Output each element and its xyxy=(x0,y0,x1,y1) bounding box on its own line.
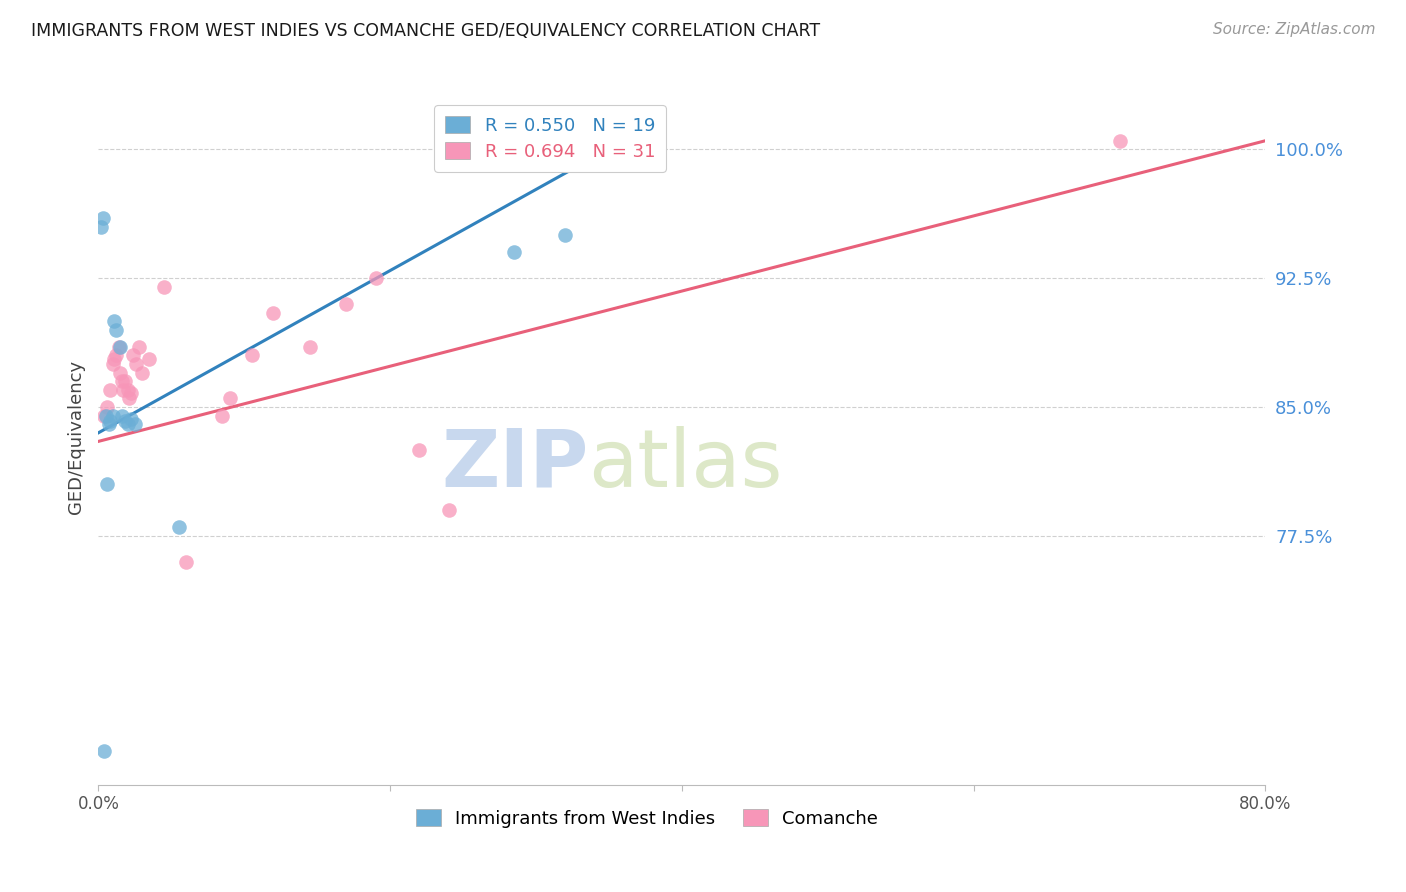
Point xyxy=(104,323,127,337)
Legend: Immigrants from West Indies, Comanche: Immigrants from West Indies, Comanche xyxy=(408,802,886,835)
Point xyxy=(90,219,112,234)
Point xyxy=(128,340,150,354)
Point xyxy=(117,417,139,432)
Point xyxy=(91,211,114,225)
Point xyxy=(110,366,132,380)
Text: IMMIGRANTS FROM WEST INDIES VS COMANCHE GED/EQUIVALENCY CORRELATION CHART: IMMIGRANTS FROM WEST INDIES VS COMANCHE … xyxy=(31,22,820,40)
Point xyxy=(122,349,145,363)
Point xyxy=(298,340,321,354)
Point xyxy=(364,271,387,285)
Point xyxy=(110,340,132,354)
Point xyxy=(211,409,233,423)
Point xyxy=(103,314,125,328)
Point xyxy=(240,349,263,363)
Point xyxy=(503,245,526,260)
Point xyxy=(108,340,131,354)
Point xyxy=(174,555,197,569)
Point xyxy=(103,351,125,366)
Point xyxy=(111,374,134,388)
Point xyxy=(120,386,142,401)
Point xyxy=(117,383,139,397)
Point xyxy=(120,412,142,426)
Point xyxy=(114,374,136,388)
Point xyxy=(98,383,121,397)
Point xyxy=(167,520,190,534)
Point xyxy=(335,297,357,311)
Text: ZIP: ZIP xyxy=(441,425,589,504)
Point xyxy=(153,279,176,293)
Point xyxy=(554,228,576,243)
Point xyxy=(93,743,115,757)
Point xyxy=(263,305,285,319)
Point xyxy=(138,351,160,366)
Point xyxy=(118,392,141,406)
Text: atlas: atlas xyxy=(589,425,783,504)
Y-axis label: GED/Equivalency: GED/Equivalency xyxy=(66,360,84,514)
Point xyxy=(111,409,134,423)
Point xyxy=(94,409,117,423)
Point xyxy=(112,383,135,397)
Point xyxy=(124,417,146,432)
Point xyxy=(131,366,153,380)
Point xyxy=(96,477,118,491)
Point xyxy=(218,392,240,406)
Point xyxy=(437,503,460,517)
Point xyxy=(96,400,118,414)
Point xyxy=(408,442,430,457)
Point xyxy=(114,414,136,428)
Point xyxy=(101,409,124,423)
Point xyxy=(97,417,120,432)
Point xyxy=(104,349,127,363)
Point xyxy=(125,357,148,371)
Point xyxy=(101,357,124,371)
Point xyxy=(1108,134,1130,148)
Point xyxy=(93,409,115,423)
Text: Source: ZipAtlas.com: Source: ZipAtlas.com xyxy=(1212,22,1375,37)
Point xyxy=(98,414,121,428)
